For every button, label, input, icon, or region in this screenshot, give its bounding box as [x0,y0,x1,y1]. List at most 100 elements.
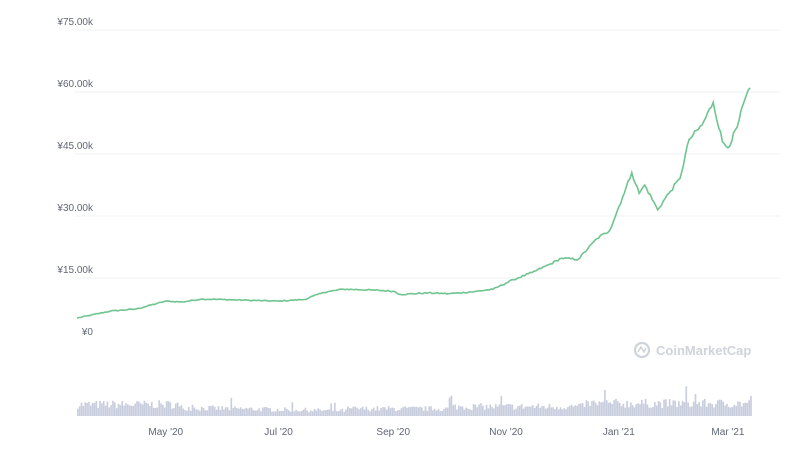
volume-bar [622,403,625,416]
volume-bar [313,408,316,416]
volume-bar [744,402,747,416]
volume-bar [663,399,665,416]
volume-bar [746,402,749,416]
volume-bar [219,409,222,416]
volume-bar [522,408,525,416]
volume-bar [99,400,101,416]
volume-bar [258,408,260,416]
volume-bar [718,399,721,416]
volume-bar [456,409,458,416]
volume-bar [374,410,377,416]
volume-bar [141,404,144,416]
volume-bar [689,406,691,416]
volume-bar [411,406,414,416]
volume-bar [317,408,320,416]
volume-bar [306,410,308,416]
volume-bar [494,404,497,416]
volume-bar [332,410,334,416]
volume-bar [101,403,103,416]
volume-bar [742,403,745,416]
volume-bar [117,403,120,416]
volume-bar [343,411,345,416]
volume-bar [509,404,512,416]
volume-bar [428,406,431,416]
volume-bar [561,409,564,416]
volume-bar [350,408,353,416]
volume-bar [478,404,480,416]
volume-bar [112,400,114,416]
volume-bar [369,411,371,416]
volume-bar [735,405,738,416]
volume-bar [276,408,279,416]
x-tick-label: Nov '20 [489,427,523,438]
coinmarketcap-logo-wave [637,345,647,354]
volume-bar [470,410,473,416]
volume-bar [633,407,636,416]
volume-bar [280,410,283,416]
volume-bar [191,404,194,416]
volume-bar [382,407,384,416]
volume-bar [446,407,449,416]
volume-bar [506,404,508,416]
x-tick-label: May '20 [148,427,183,438]
volume-bar [578,403,580,416]
volume-bar [546,407,549,416]
volume-bar [263,407,266,416]
volume-bar [724,405,726,416]
volume-bar [674,400,676,416]
volume-bar [589,405,591,416]
volume-bar [169,402,172,416]
volume-bar [256,410,259,416]
volume-bar [628,407,630,416]
volume-bar [678,401,680,416]
volume-bar [707,403,710,416]
volume-bar [729,407,732,416]
volume-bar [592,400,595,416]
volume-bar [95,400,98,416]
volume-bar [371,409,373,416]
volume-bar [544,408,547,416]
volume-bar [260,411,262,416]
volume-bar [143,400,146,416]
volume-bar [337,411,340,416]
volume-bar [324,410,327,416]
volume-bar [406,407,408,416]
volume-bar [615,399,617,416]
volume-bar [607,402,610,416]
volume-bar [334,402,336,416]
volume-bar [358,409,360,416]
price-line[interactable] [76,87,751,319]
volume-bar [197,409,199,416]
volume-bar [84,402,87,416]
coinmarketcap-logo-icon [633,341,651,359]
volume-bar [526,406,529,416]
volume-bar [396,410,399,416]
volume-bar [206,410,209,416]
volume-bar [485,404,488,416]
volume-bar [302,409,305,416]
volume-bar [420,407,423,416]
volume-bar [635,404,638,416]
volume-bar [241,408,244,416]
volume-bar [433,408,436,416]
volume-bar [347,406,349,416]
volume-bar [150,402,153,416]
volume-bar [171,408,173,416]
volume-bar [176,402,179,416]
volume-bar [186,410,188,416]
volume-bar [459,406,462,416]
volume-bar [652,407,654,416]
volume-bar [182,408,185,416]
volume-bar [265,406,268,416]
volume-bar [552,407,554,416]
volume-bar [648,407,651,416]
volume-bar [319,409,321,416]
volume-bar [517,406,519,416]
volume-bar [310,410,312,416]
volume-bar [563,408,566,416]
volume-bar [507,404,510,416]
volume-bar [125,403,127,416]
volume-bar [576,405,578,416]
volume-bar [448,397,451,416]
volume-bar [239,407,242,416]
